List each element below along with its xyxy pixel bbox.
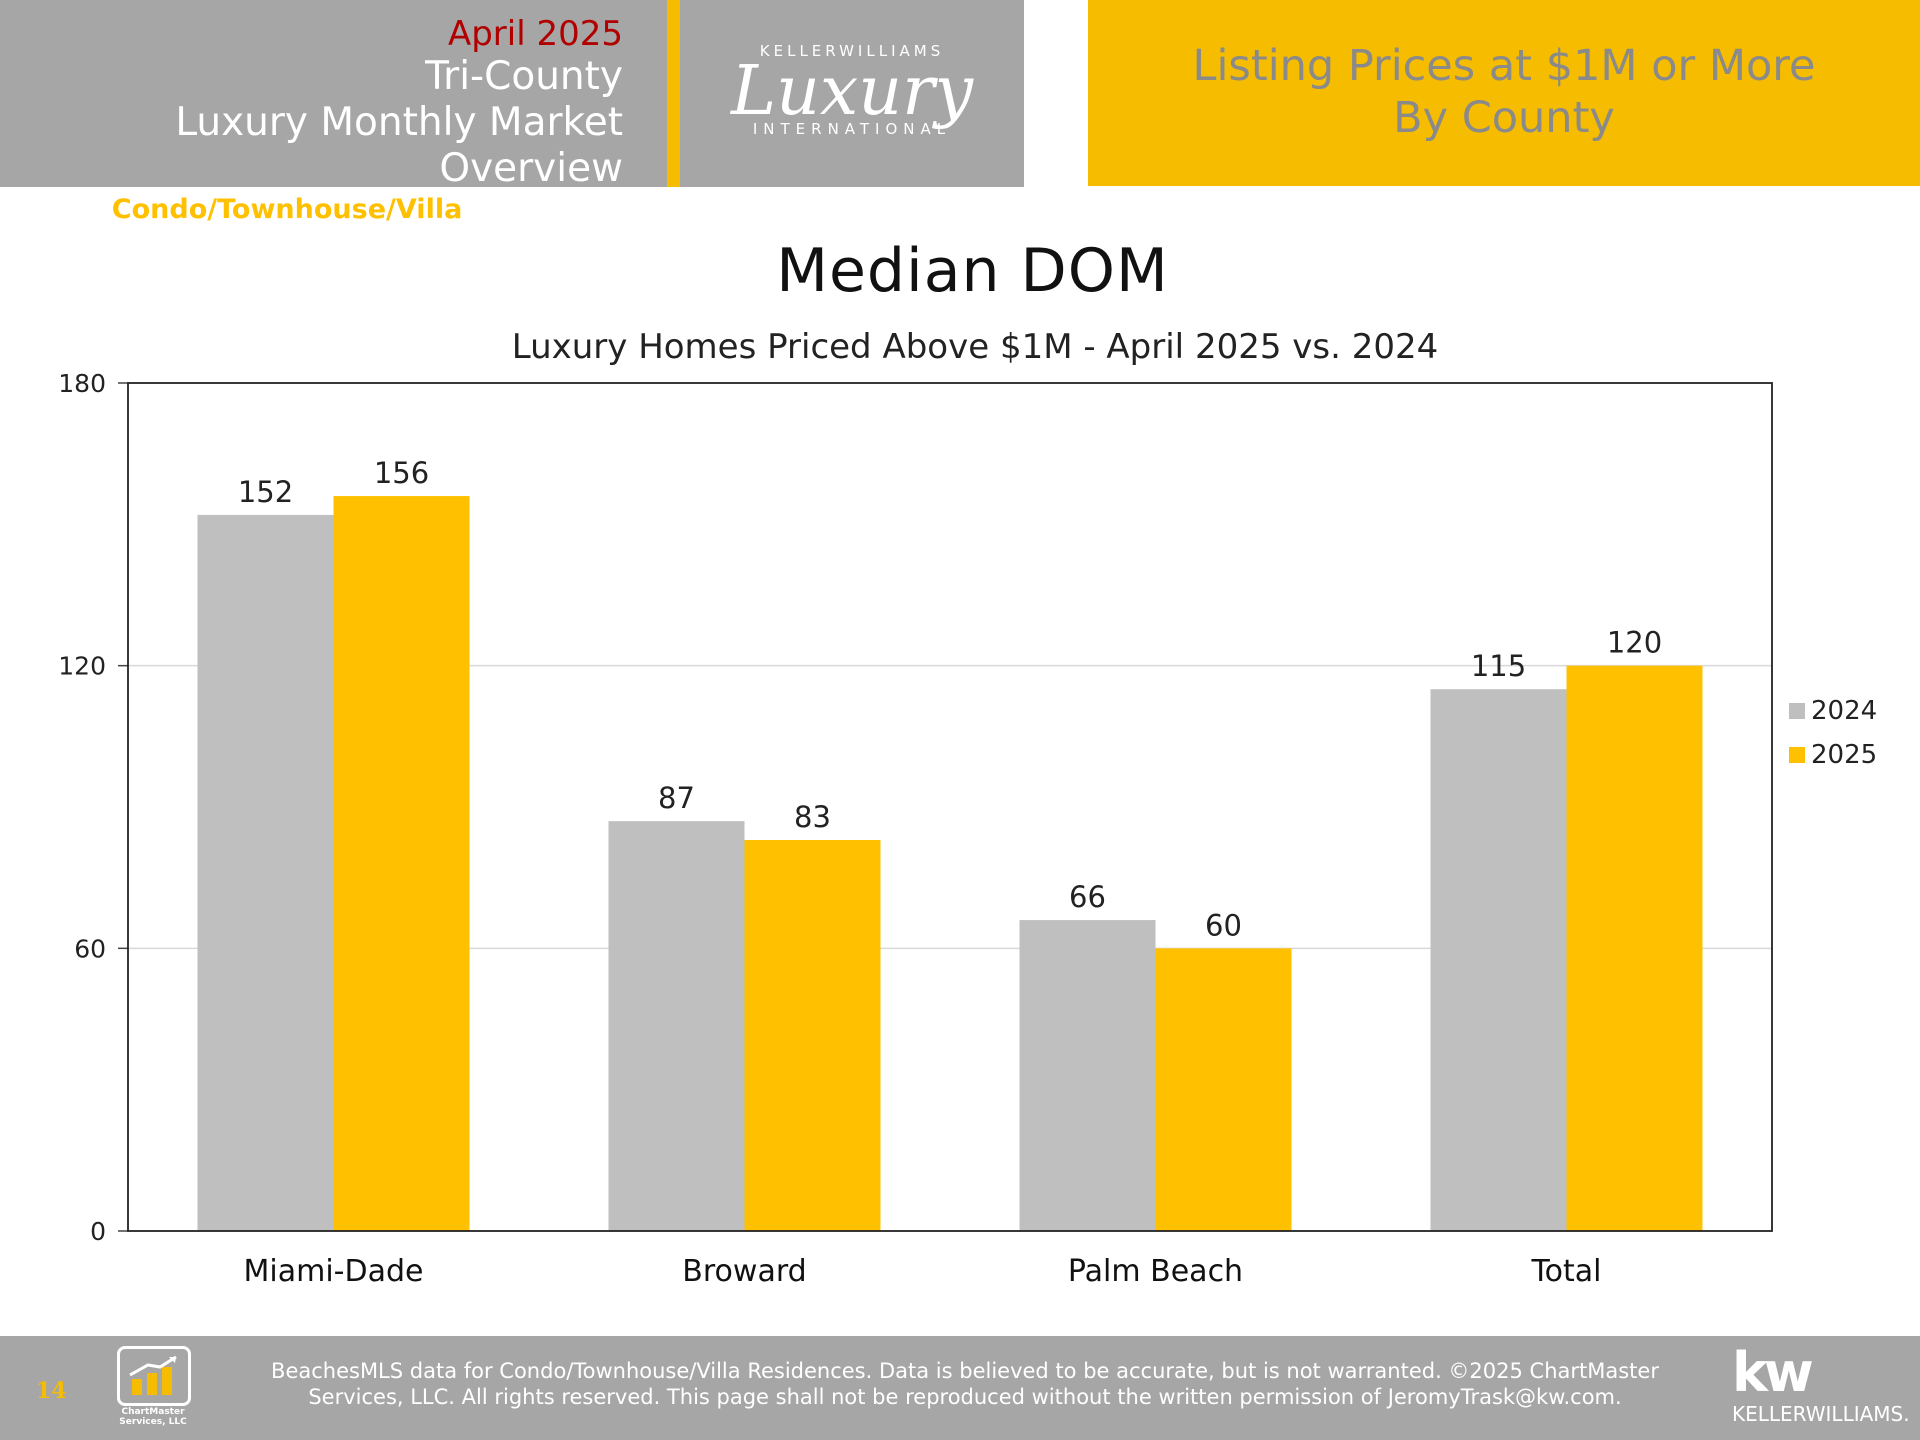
property-type-suffix: Residences	[462, 194, 623, 226]
header-divider-stripe	[667, 0, 680, 187]
footer: 14 ChartMaster Services, LLC BeachesMLS …	[0, 1336, 1920, 1440]
page-number: 14	[36, 1378, 67, 1404]
y-tick-label: 180	[58, 369, 106, 398]
bar-2025	[744, 839, 881, 1231]
data-label: 152	[238, 475, 293, 509]
disclaimer: BeachesMLS data for Condo/Townhouse/Vill…	[240, 1358, 1690, 1411]
report-date: April 2025	[447, 14, 623, 54]
chart-subtitle: Luxury Homes Priced Above $1M - April 20…	[511, 327, 1439, 367]
property-type: Condo/Townhouse/Villa	[111, 194, 463, 226]
bar-2024	[197, 514, 334, 1231]
x-tick-label: Total	[1530, 1254, 1601, 1289]
data-label: 83	[794, 800, 831, 834]
median-dom-bar-chart: 0 60 120 180 152 156 Miami-Dade 87 83 Broward 66 60…	[58, 369, 1877, 1289]
x-tick-label: Miami-Dade	[244, 1254, 424, 1289]
report-region: Tri-County	[425, 54, 623, 100]
data-label: 115	[1471, 649, 1526, 683]
disclaimer-line-2: Services, LLC. All rights reserved. This…	[308, 1385, 1622, 1410]
header-info-panel: April 2025 Tri-County Luxury Monthly Mar…	[0, 0, 667, 225]
topic-line-1: Listing Prices at $1M or More	[1192, 41, 1816, 92]
report-subtitle: Condo/Townhouse/Villa Residences	[0, 194, 623, 226]
plot-frame	[127, 382, 1773, 1232]
legend-label: 2024	[1811, 696, 1877, 726]
chart-title: Median DOM	[776, 236, 1169, 306]
bar-2025	[1155, 948, 1292, 1231]
x-tick-label: Palm Beach	[1068, 1254, 1243, 1289]
bar-2024	[608, 821, 745, 1231]
chartmaster-chart-icon	[117, 1346, 191, 1406]
data-label: 60	[1205, 908, 1242, 942]
data-label: 66	[1069, 880, 1106, 914]
kw-luxury-logo: KELLERWILLIAMS Luxury INTERNATIONAL	[680, 0, 1024, 187]
legend-label: 2025	[1811, 740, 1877, 770]
chartmaster-label-line1: ChartMaster	[121, 1407, 185, 1417]
topic-line-2: By County	[1393, 93, 1615, 143]
keller-williams-logo: kw KELLERWILLIAMS.	[1732, 1341, 1912, 1427]
bar-2024	[1019, 920, 1156, 1231]
bar-2024	[1430, 689, 1567, 1231]
bar-2025	[333, 496, 470, 1232]
data-label: 156	[374, 456, 429, 490]
logo-script-text: Luxury	[730, 52, 974, 131]
logo-international-text: INTERNATIONAL	[752, 120, 952, 138]
data-label: 87	[658, 781, 695, 815]
chartmaster-logo: ChartMaster Services, LLC	[117, 1346, 191, 1432]
y-tick-label: 60	[74, 934, 106, 963]
y-tick-label: 120	[58, 652, 106, 681]
kw-logo-mark: kw	[1732, 1341, 1814, 1404]
logo-brand-text: KELLERWILLIAMS	[759, 42, 945, 60]
disclaimer-line-1: BeachesMLS data for Condo/Townhouse/Vill…	[271, 1359, 1659, 1383]
y-tick-label: 0	[90, 1217, 106, 1246]
header-topic-panel: Listing Prices at $1M or More By County	[1088, 0, 1920, 186]
x-tick-label: Broward	[682, 1254, 806, 1289]
legend-swatch-2025	[1789, 747, 1805, 763]
report-title: Luxury Monthly Market Overview	[175, 100, 623, 192]
kw-logo-name: KELLERWILLIAMS.	[1732, 1402, 1910, 1426]
data-label: 120	[1607, 626, 1662, 660]
legend-swatch-2024	[1789, 703, 1805, 719]
chartmaster-label: ChartMaster Services, LLC	[111, 1407, 195, 1428]
chartmaster-label-line2: Services, LLC	[119, 1416, 187, 1427]
bar-2025	[1566, 665, 1703, 1231]
